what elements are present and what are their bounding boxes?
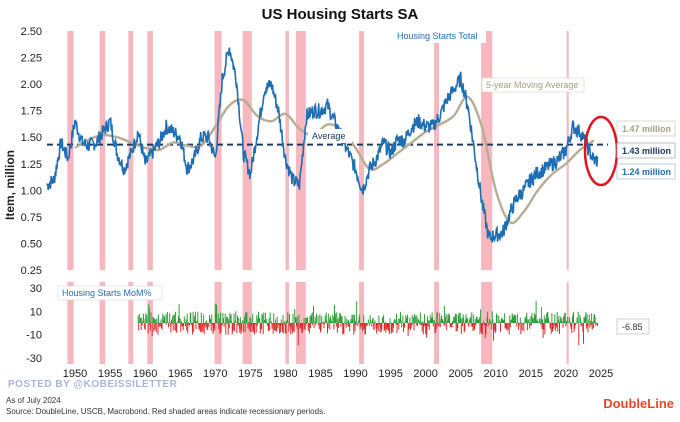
housing-starts-total-line xyxy=(46,47,599,243)
y-tick-labels-top: 2.50 2.25 2.00 1.75 1.50 1.25 1.00 0.75 0.50 0.25 xyxy=(21,26,42,277)
recession-band xyxy=(295,31,306,270)
recession-band xyxy=(242,31,252,270)
doubleline-logo: DoubleLine xyxy=(603,396,674,411)
y-tick-label: 1.50 xyxy=(21,132,42,144)
mom-y-tick-label: -30 xyxy=(26,353,42,365)
callout-total-box xyxy=(616,163,676,180)
recession-band xyxy=(566,31,569,270)
x-tick-label: 1975 xyxy=(238,368,262,380)
y-tick-label: 0.50 xyxy=(21,238,42,250)
callout-average-box xyxy=(616,142,676,159)
y-tick-label: 2.00 xyxy=(21,79,42,91)
mom-latest-value: -6.85 xyxy=(622,322,643,332)
recession-band xyxy=(128,282,134,364)
x-tick-label: 2015 xyxy=(519,368,543,380)
x-tick-label: 1955 xyxy=(98,368,122,380)
average-label-box xyxy=(308,129,352,143)
recession-band xyxy=(67,31,74,270)
x-tick-label: 1985 xyxy=(308,368,332,380)
mom-y-tick-label: 10 xyxy=(30,306,42,318)
as-of-date: As of July 2024 xyxy=(6,396,61,405)
callout-ma-value: 1.47 million xyxy=(622,124,671,134)
x-tick-label: 1990 xyxy=(343,368,367,380)
recession-band xyxy=(359,31,364,270)
recession-band xyxy=(99,282,106,364)
x-tick-label: 2005 xyxy=(448,368,472,380)
x-tick-label: 2010 xyxy=(484,368,508,380)
source-note: Source: DoubleLine, USCB, Macrobond. Red… xyxy=(6,407,325,416)
series-label-mom: Housing Starts MoM% xyxy=(62,288,152,298)
y-tick-labels-bottom: 30 10 -10 -30 xyxy=(26,283,42,365)
recession-band xyxy=(214,31,222,270)
chart-title: US Housing Starts SA xyxy=(262,6,419,23)
recession-band xyxy=(285,31,289,270)
posted-by-watermark: POSTED BY @KOBEISSILETTER xyxy=(8,379,178,390)
series-label-ma: 5-year Moving Average xyxy=(486,80,578,90)
callout-ma-box xyxy=(616,120,676,137)
x-tick-label: 1950 xyxy=(63,368,87,380)
mom-y-tick-label: -10 xyxy=(26,330,42,342)
mom-label-box xyxy=(57,285,163,301)
x-tick-label: 1965 xyxy=(168,368,192,380)
y-tick-label: 0.25 xyxy=(21,265,42,277)
callout-average-value: 1.43 million xyxy=(622,146,671,156)
recession-band xyxy=(434,31,439,270)
x-tick-labels: 1950 1955 1960 1965 1970 1975 1980 1985 1990 1995… xyxy=(63,368,613,380)
total-label-box xyxy=(393,29,486,43)
mom-bars xyxy=(137,300,598,346)
y-tick-label: 2.25 xyxy=(21,53,42,65)
mom-y-tick-label: 30 xyxy=(30,283,42,295)
callout-total-value: 1.24 million xyxy=(622,167,671,177)
recession-band xyxy=(67,282,74,364)
y-tick-label: 1.75 xyxy=(21,106,42,118)
mom-latest-box xyxy=(616,318,650,335)
x-tick-label: 2020 xyxy=(554,368,578,380)
x-tick-label: 2000 xyxy=(413,368,437,380)
y-axis-label: Item, million xyxy=(3,150,17,220)
x-tick-label: 1960 xyxy=(133,368,157,380)
x-tick-label: 1970 xyxy=(203,368,227,380)
x-tick-label: 1980 xyxy=(273,368,297,380)
ma-label-box xyxy=(481,77,585,93)
series-label-total: Housing Starts Total xyxy=(397,31,477,41)
y-tick-label: 2.50 xyxy=(21,26,42,38)
x-tick-label: 1995 xyxy=(378,368,402,380)
y-tick-label: 1.00 xyxy=(21,185,42,197)
y-tick-label: 0.75 xyxy=(21,212,42,224)
recession-band xyxy=(99,31,106,270)
series-label-average: Average xyxy=(312,131,345,141)
x-tick-label: 2025 xyxy=(589,368,613,380)
y-tick-label: 1.25 xyxy=(21,159,42,171)
